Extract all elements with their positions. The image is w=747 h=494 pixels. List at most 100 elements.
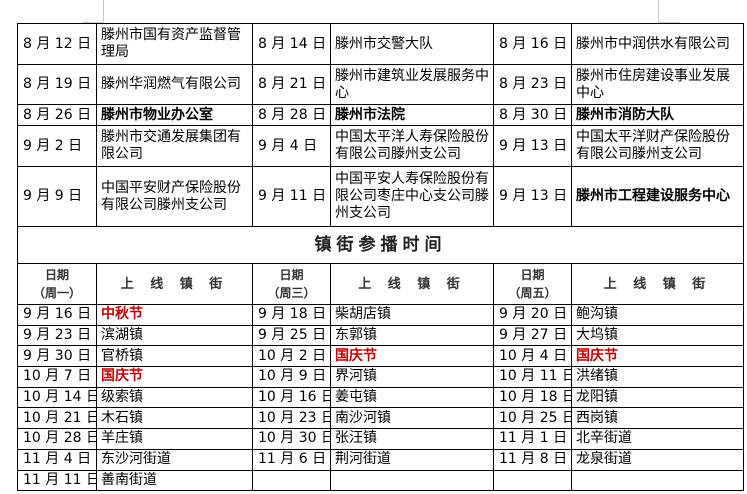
date-cell: 10 月 18 日 [493, 386, 572, 409]
date-cell: 10 月 2 日 [252, 345, 331, 368]
holiday-cell: 中秋节 [96, 304, 253, 326]
date-cell: 10 月 21 日 [17, 407, 97, 430]
date-cell: 10 月 14 日 [17, 386, 97, 409]
date-cell: 10 月 30 日 [252, 428, 331, 450]
date-cell: 8 月 21 日 [252, 64, 331, 105]
date-cell: 11 月 11 日 [17, 469, 97, 492]
unit-cell: 中国平安人寿保险股份有限公司枣庄中心支公司滕州支公司 [330, 166, 494, 227]
date-cell: 11 月 6 日 [252, 448, 331, 471]
date-cell: 11 月 4 日 [17, 448, 97, 471]
date-cell: 10 月 23 日 [252, 407, 331, 430]
town-cell [330, 469, 494, 492]
date-cell [493, 469, 572, 492]
margin-corner-mark [658, 22, 680, 23]
date-label: 日期 [279, 268, 304, 282]
unit-row: 9 月 9 日中国平安财产保险股份有限公司滕州支公司 9 月 11 日中国平安人寿… [17, 166, 744, 227]
town-row: 10 月 21 日木石镇 10 月 23 日南沙河镇 10 月 25 日西岗镇 [17, 407, 744, 430]
schedule-table: 8 月 12 日滕州市国有资产监督管理局 8 月 14 日滕州市交警大队 8 月 1… [17, 23, 744, 492]
date-cell: 9 月 9 日 [17, 166, 97, 227]
town-cell [571, 469, 744, 492]
date-cell: 9 月 20 日 [493, 304, 572, 326]
header-town: 上 线 镇 街 [330, 263, 494, 305]
weekday-label: （周三） [267, 286, 316, 300]
date-cell: 9 月 16 日 [17, 304, 97, 326]
unit-cell: 滕州市建筑业发展服务中心 [330, 64, 494, 105]
date-cell: 8 月 14 日 [252, 23, 331, 65]
holiday-cell: 国庆节 [96, 366, 253, 388]
unit-cell: 滕州市中润供水有限公司 [571, 23, 744, 65]
town-cell: 界河镇 [330, 366, 494, 388]
date-cell: 9 月 13 日 [493, 125, 572, 167]
unit-cell: 滕州市住房建设事业发展中心 [571, 64, 744, 105]
header-row: 日期 （周一） 上 线 镇 街 日期 （周三） 上 线 镇 街 日期 （周五） 上 线… [17, 263, 744, 305]
town-cell: 善南街道 [96, 469, 253, 492]
town-cell: 级索镇 [96, 386, 253, 409]
header-town: 上 线 镇 街 [96, 263, 253, 305]
date-cell: 10 月 7 日 [17, 366, 97, 388]
unit-cell: 滕州市国有资产监督管理局 [96, 23, 253, 65]
town-cell: 南沙河镇 [330, 407, 494, 430]
town-row: 10 月 28 日羊庄镇 10 月 30 日张汪镇 11 月 1 日北辛街道 [17, 428, 744, 450]
town-cell: 官桥镇 [96, 345, 253, 368]
town-cell: 柴胡店镇 [330, 304, 494, 326]
unit-cell: 滕州市交警大队 [330, 23, 494, 65]
holiday-cell: 国庆节 [571, 345, 744, 368]
date-cell: 10 月 25 日 [493, 407, 572, 430]
town-cell: 张汪镇 [330, 428, 494, 450]
unit-cell: 中国平安财产保险股份有限公司滕州支公司 [96, 166, 253, 227]
date-cell: 8 月 26 日 [17, 104, 97, 126]
date-cell: 11 月 1 日 [493, 428, 572, 450]
town-cell: 木石镇 [96, 407, 253, 430]
header-date-wednesday: 日期 （周三） [252, 263, 331, 305]
town-cell: 羊庄镇 [96, 428, 253, 450]
date-cell: 9 月 4 日 [252, 125, 331, 167]
unit-cell: 滕州市物业办公室 [96, 104, 253, 126]
town-cell: 龙泉街道 [571, 448, 744, 471]
town-cell: 北辛街道 [571, 428, 744, 450]
town-cell: 鲍沟镇 [571, 304, 744, 326]
date-cell [252, 469, 331, 492]
date-label: 日期 [44, 268, 69, 282]
date-cell: 10 月 9 日 [252, 366, 331, 388]
margin-corner-mark [658, 0, 659, 22]
town-cell: 东沙河街道 [96, 448, 253, 471]
date-cell: 10 月 11 日 [493, 366, 572, 388]
date-cell: 8 月 12 日 [17, 23, 97, 65]
town-cell: 荆河街道 [330, 448, 494, 471]
town-cell: 滨湖镇 [96, 324, 253, 347]
date-cell: 10 月 28 日 [17, 428, 97, 450]
date-cell: 9 月 2 日 [17, 125, 97, 167]
weekday-label: （周一） [32, 286, 81, 300]
holiday-cell: 国庆节 [330, 345, 494, 368]
town-cell: 姜屯镇 [330, 386, 494, 409]
unit-cell: 滕州市法院 [330, 104, 494, 126]
town-row: 11 月 11 日善南街道 [17, 469, 744, 492]
unit-cell: 中国太平洋财产保险股份有限公司滕州支公司 [571, 125, 744, 167]
unit-cell: 滕州市消防大队 [571, 104, 744, 126]
unit-cell: 滕州市工程建设服务中心 [571, 166, 744, 227]
date-cell: 8 月 19 日 [17, 64, 97, 105]
unit-row: 8 月 26 日滕州市物业办公室 8 月 28 日滕州市法院 8 月 30 日滕州市… [17, 104, 744, 126]
date-cell: 9 月 11 日 [252, 166, 331, 227]
date-cell: 9 月 27 日 [493, 324, 572, 347]
date-cell: 10 月 16 日 [252, 386, 331, 409]
date-cell: 9 月 23 日 [17, 324, 97, 347]
date-cell: 8 月 30 日 [493, 104, 572, 126]
margin-corner-mark [82, 22, 103, 23]
town-row: 9 月 23 日滨湖镇 9 月 25 日东郭镇 9 月 27 日大坞镇 [17, 324, 744, 347]
unit-row: 8 月 19 日滕州华润燃气有限公司 8 月 21 日滕州市建筑业发展服务中心 8 … [17, 64, 744, 105]
date-label: 日期 [520, 268, 545, 282]
date-cell: 8 月 28 日 [252, 104, 331, 126]
town-row: 9 月 16 日中秋节 9 月 18 日柴胡店镇 9 月 20 日鲍沟镇 [17, 304, 744, 326]
weekday-label: （周五） [508, 286, 557, 300]
unit-row: 9 月 2 日滕州市交通发展集团有限公司 9 月 4 日中国太平洋人寿保险股份有限… [17, 125, 744, 167]
town-row: 11 月 4 日东沙河街道 11 月 6 日荆河街道 11 月 8 日龙泉街道 [17, 448, 744, 471]
date-cell: 9 月 25 日 [252, 324, 331, 347]
margin-corner-mark [103, 0, 104, 22]
unit-cell: 中国太平洋人寿保险股份有限公司滕州支公司 [330, 125, 494, 167]
date-cell: 9 月 18 日 [252, 304, 331, 326]
town-row: 9 月 30 日官桥镇 10 月 2 日国庆节 10 月 4 日国庆节 [17, 345, 744, 368]
date-cell: 8 月 16 日 [493, 23, 572, 65]
header-town: 上 线 镇 街 [571, 263, 744, 305]
date-cell: 10 月 4 日 [493, 345, 572, 368]
